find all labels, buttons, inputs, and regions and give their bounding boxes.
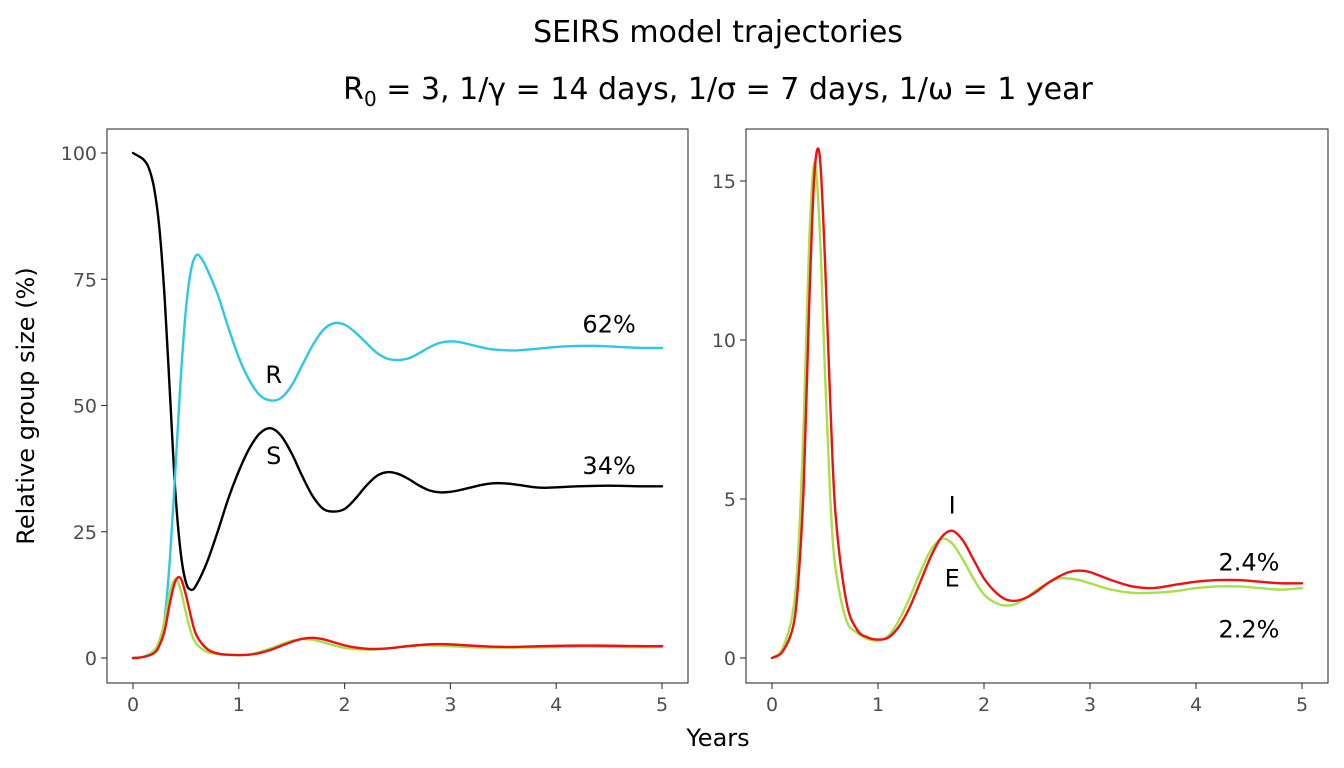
- right-annotation: I: [949, 491, 956, 519]
- left-series-lines: [131, 151, 664, 660]
- left-y-tick-label: 25: [73, 522, 97, 544]
- left-y-tick-label: 75: [73, 269, 97, 291]
- right-annotation: E: [945, 565, 960, 593]
- subtitle-r0-subscript: 0: [364, 87, 377, 111]
- left-panel-border: [106, 128, 689, 684]
- subtitle-parameters: = 3, 1/γ = 14 days, 1/σ = 7 days, 1/ω = …: [377, 72, 1094, 107]
- right-y-tick-label: 10: [712, 330, 736, 352]
- y-axis-title: Relative group size (%): [12, 267, 40, 544]
- right-series-i-line: [770, 147, 1304, 660]
- left-x-tick-label: 3: [444, 694, 456, 716]
- left-x-tick-label: 4: [550, 694, 562, 716]
- subtitle-r0: R: [343, 72, 364, 107]
- chart-subtitle: R0 = 3, 1/γ = 14 days, 1/σ = 7 days, 1/ω…: [343, 72, 1093, 111]
- right-panel-border: [745, 128, 1329, 684]
- left-annotation: 62%: [582, 311, 635, 339]
- left-annotation: 34%: [582, 452, 635, 480]
- left-x-tick-label: 5: [656, 694, 668, 716]
- right-x-tick-label: 4: [1190, 694, 1202, 716]
- chart-title: SEIRS model trajectories: [533, 15, 903, 50]
- right-series-lines: [770, 147, 1304, 660]
- right-y-tick-label: 0: [724, 648, 736, 670]
- right-x-tick-label: 3: [1084, 694, 1096, 716]
- left-annotation: S: [266, 442, 281, 470]
- right-panel: 0 1 2 3 4 5 0 5 10 15 I E 2.4% 2.2%: [712, 128, 1329, 716]
- left-annotation: R: [265, 361, 282, 389]
- right-series-e-line: [770, 160, 1304, 660]
- left-x-tick-label: 0: [127, 694, 139, 716]
- right-x-tick-label: 5: [1296, 694, 1308, 716]
- right-annotation: 2.2%: [1219, 615, 1280, 643]
- right-x-tick-label: 0: [766, 694, 778, 716]
- right-y-tick-label: 5: [724, 489, 736, 511]
- x-axis-title: Years: [685, 724, 749, 752]
- left-x-tick-label: 2: [339, 694, 351, 716]
- left-y-tick-label: 100: [61, 143, 97, 165]
- right-x-tick-label: 2: [978, 694, 990, 716]
- right-x-tick-label: 1: [872, 694, 884, 716]
- right-annotation: 2.4%: [1219, 549, 1280, 577]
- left-series-i-line: [131, 575, 664, 660]
- right-y-tick-label: 15: [712, 171, 736, 193]
- left-y-tick-label: 50: [73, 396, 97, 418]
- left-y-tick-label: 0: [85, 648, 97, 670]
- left-x-tick-label: 1: [233, 694, 245, 716]
- left-series-s-line: [131, 151, 664, 592]
- left-series-r-line: [131, 253, 664, 660]
